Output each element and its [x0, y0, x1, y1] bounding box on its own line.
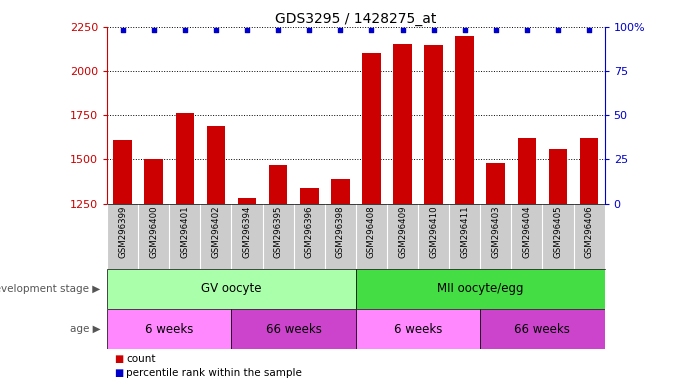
Title: GDS3295 / 1428275_at: GDS3295 / 1428275_at [275, 12, 437, 26]
Text: count: count [126, 354, 156, 364]
Text: GSM296408: GSM296408 [367, 205, 376, 258]
Text: GSM296410: GSM296410 [429, 205, 438, 258]
Text: ■: ■ [114, 354, 123, 364]
Text: GSM296406: GSM296406 [585, 205, 594, 258]
Point [366, 27, 377, 33]
Text: ■: ■ [114, 368, 123, 378]
Text: GSM296395: GSM296395 [274, 205, 283, 258]
Point [521, 27, 532, 33]
Text: MII oocyte/egg: MII oocyte/egg [437, 283, 524, 295]
Text: GSM296411: GSM296411 [460, 205, 469, 258]
Text: 6 weeks: 6 weeks [145, 323, 193, 336]
Text: GSM296396: GSM296396 [305, 205, 314, 258]
Bar [549, 149, 567, 384]
Bar [300, 188, 319, 384]
Bar [207, 126, 225, 384]
Bar [356, 309, 480, 349]
Point [428, 27, 439, 33]
Bar [107, 269, 356, 309]
Text: GSM296404: GSM296404 [522, 205, 531, 258]
Point [583, 27, 594, 33]
Point [272, 27, 283, 33]
Bar [356, 269, 605, 309]
Bar [424, 45, 443, 384]
Point [334, 27, 346, 33]
Bar [107, 309, 231, 349]
Bar [480, 309, 605, 349]
Text: age ▶: age ▶ [70, 324, 100, 334]
Point [459, 27, 470, 33]
Text: GSM296399: GSM296399 [118, 205, 127, 258]
Text: 66 weeks: 66 weeks [515, 323, 570, 336]
Text: percentile rank within the sample: percentile rank within the sample [126, 368, 303, 378]
Bar [362, 53, 381, 384]
Text: 66 weeks: 66 weeks [266, 323, 321, 336]
Point [397, 27, 408, 33]
Bar [231, 309, 356, 349]
Bar [518, 138, 536, 384]
Point [552, 27, 563, 33]
Text: GSM296400: GSM296400 [149, 205, 158, 258]
Point [117, 27, 129, 33]
Text: GSM296402: GSM296402 [211, 205, 220, 258]
Text: GSM296401: GSM296401 [180, 205, 189, 258]
Bar [486, 163, 505, 384]
Bar [331, 179, 350, 384]
Bar [393, 44, 412, 384]
Bar [113, 140, 132, 384]
Point [179, 27, 190, 33]
Text: GV oocyte: GV oocyte [201, 283, 262, 295]
Point [210, 27, 221, 33]
Point [242, 27, 253, 33]
Point [303, 27, 314, 33]
Bar [176, 113, 194, 384]
Text: GSM296394: GSM296394 [243, 205, 252, 258]
Point [491, 27, 502, 33]
Bar [455, 36, 474, 384]
Bar [144, 159, 163, 384]
Bar [238, 198, 256, 384]
Bar [269, 165, 287, 384]
Point [148, 27, 159, 33]
Text: 6 weeks: 6 weeks [394, 323, 442, 336]
Text: GSM296403: GSM296403 [491, 205, 500, 258]
Bar [580, 138, 598, 384]
Text: GSM296405: GSM296405 [553, 205, 562, 258]
Text: development stage ▶: development stage ▶ [0, 284, 100, 294]
Text: GSM296398: GSM296398 [336, 205, 345, 258]
Text: GSM296409: GSM296409 [398, 205, 407, 258]
